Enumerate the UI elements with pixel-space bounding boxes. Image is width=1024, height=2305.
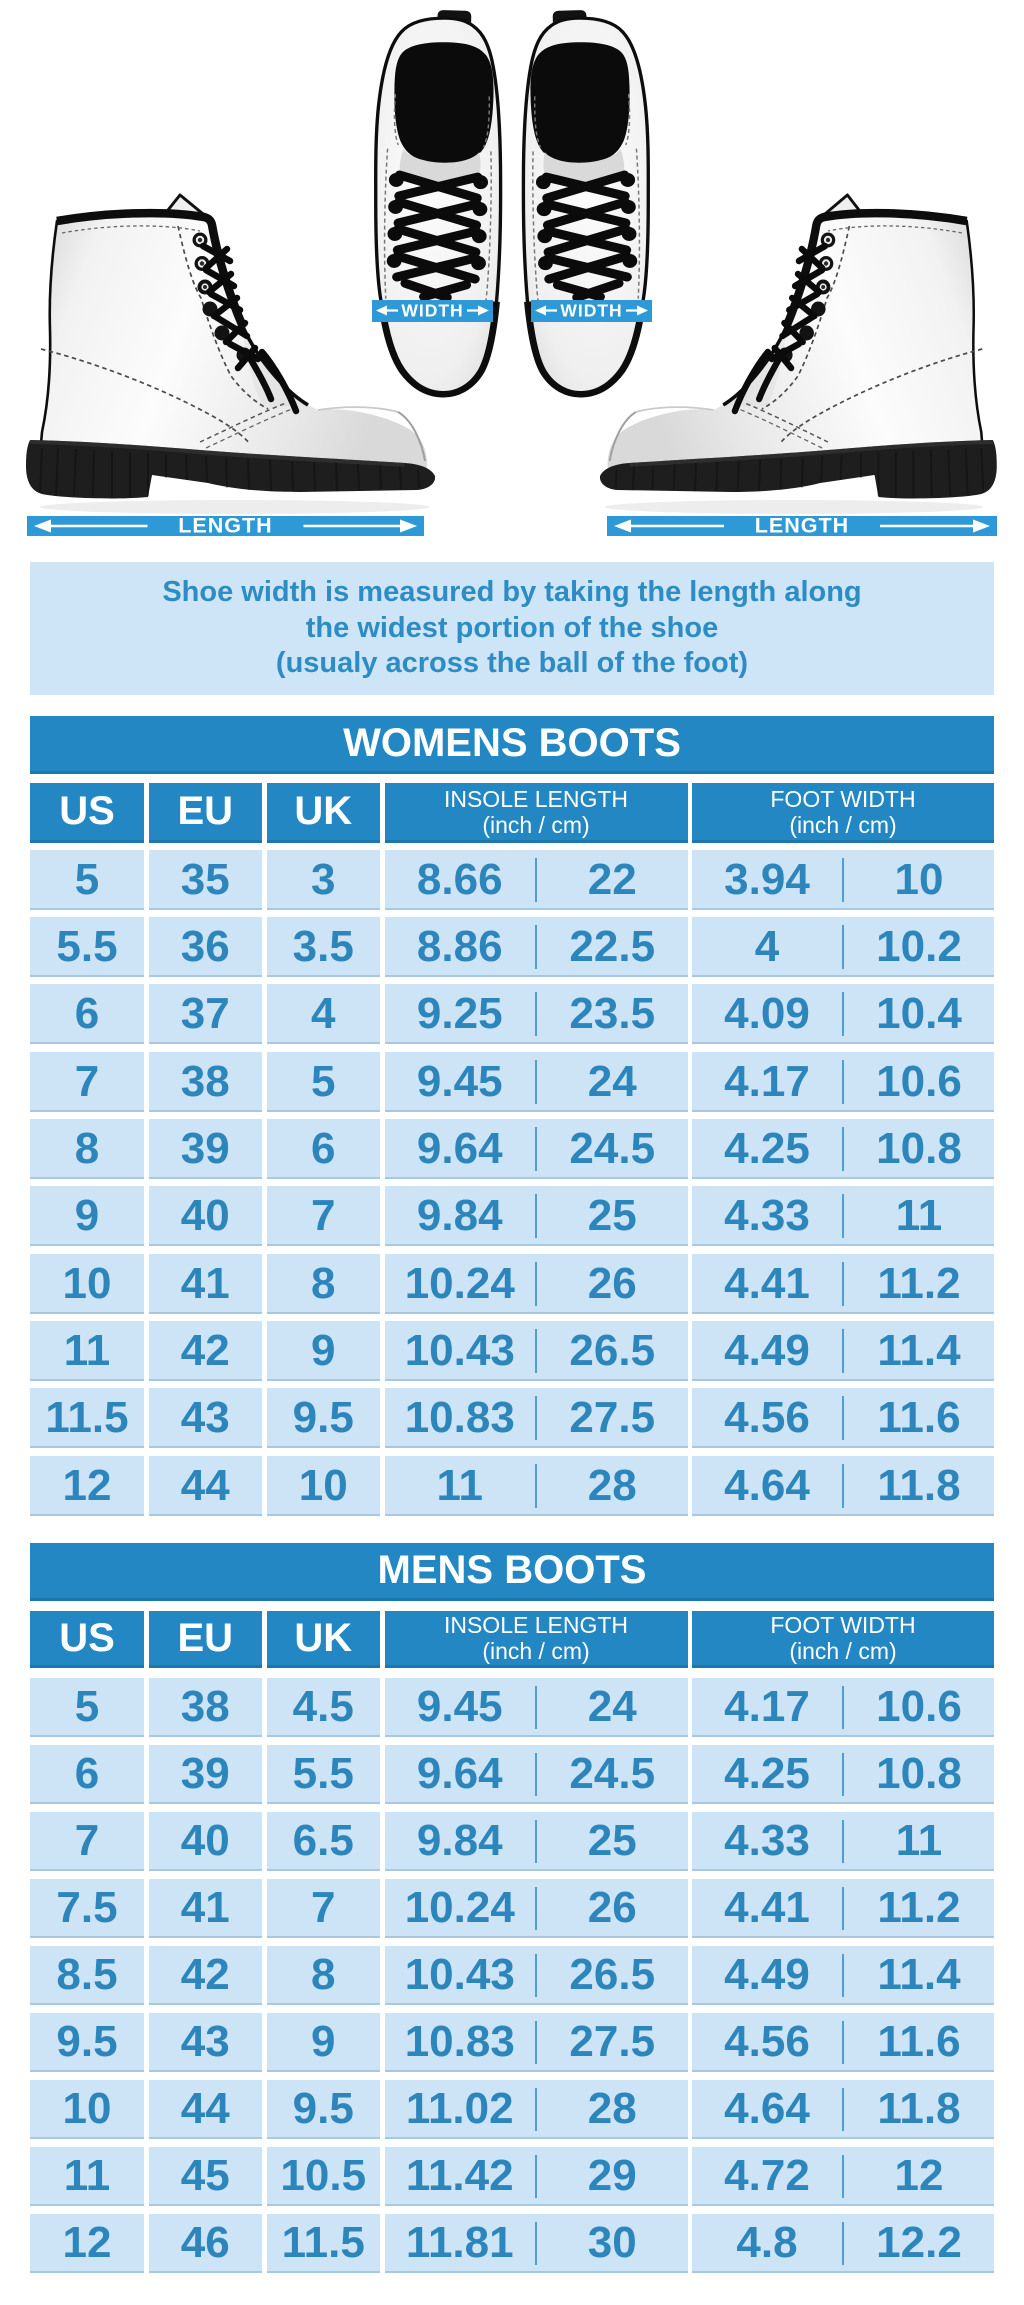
svg-text:LENGTH: LENGTH — [178, 514, 272, 538]
svg-text:LENGTH: LENGTH — [755, 514, 849, 538]
svg-text:WIDTH: WIDTH — [560, 301, 622, 321]
svg-text:WIDTH: WIDTH — [401, 301, 463, 321]
